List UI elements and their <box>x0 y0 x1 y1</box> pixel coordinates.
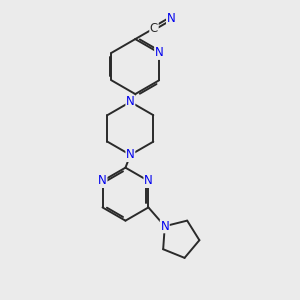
Text: N: N <box>167 12 176 25</box>
Text: N: N <box>126 95 135 108</box>
Text: N: N <box>98 174 107 188</box>
Text: C: C <box>150 22 158 35</box>
Text: N: N <box>126 148 135 161</box>
Text: N: N <box>144 174 153 188</box>
Text: N: N <box>160 220 169 233</box>
Text: N: N <box>155 46 164 59</box>
